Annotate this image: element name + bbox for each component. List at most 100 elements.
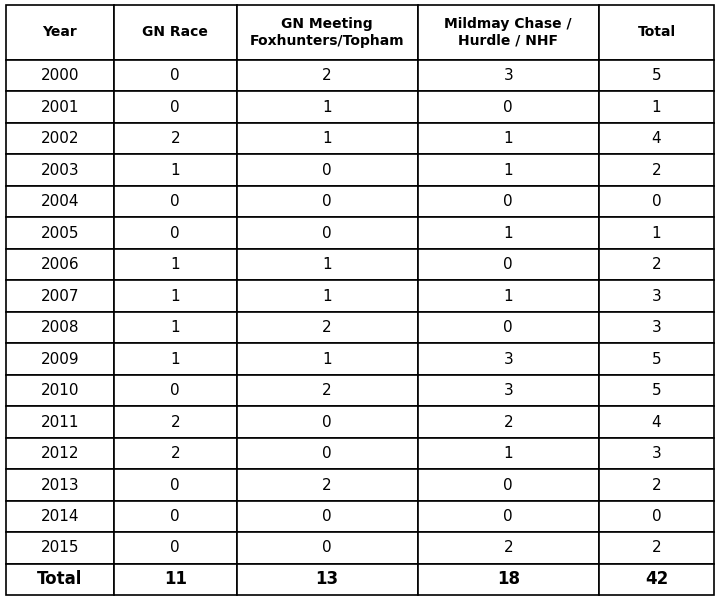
Bar — [237, 501, 418, 532]
Text: 2006: 2006 — [40, 257, 79, 272]
Text: 2001: 2001 — [40, 100, 79, 115]
Bar — [114, 375, 237, 406]
Bar — [114, 438, 237, 469]
Bar — [114, 312, 237, 343]
Text: 2: 2 — [323, 68, 332, 83]
Text: 2: 2 — [503, 541, 513, 556]
Text: 0: 0 — [652, 194, 662, 209]
Text: GN Meeting
Foxhunters/Topham: GN Meeting Foxhunters/Topham — [250, 17, 405, 47]
Text: 2008: 2008 — [40, 320, 79, 335]
Bar — [114, 406, 237, 438]
Bar — [237, 186, 418, 217]
Text: 0: 0 — [323, 446, 332, 461]
Text: 0: 0 — [171, 226, 180, 241]
Bar — [6, 5, 114, 60]
Bar — [6, 501, 114, 532]
Bar — [237, 532, 418, 564]
Bar — [114, 249, 237, 280]
Text: 1: 1 — [503, 446, 513, 461]
Text: 2: 2 — [652, 478, 662, 493]
Text: 3: 3 — [503, 383, 513, 398]
Text: 2: 2 — [171, 131, 180, 146]
Text: 0: 0 — [323, 415, 332, 430]
Bar — [599, 154, 714, 186]
Bar — [237, 217, 418, 249]
Text: 0: 0 — [503, 194, 513, 209]
Text: 0: 0 — [171, 68, 180, 83]
Text: 0: 0 — [323, 163, 332, 178]
Text: 3: 3 — [652, 320, 662, 335]
Text: 0: 0 — [171, 100, 180, 115]
Text: 1: 1 — [171, 257, 180, 272]
Text: 2: 2 — [171, 446, 180, 461]
Bar — [6, 312, 114, 343]
Text: 42: 42 — [645, 571, 668, 589]
Bar — [599, 217, 714, 249]
Text: 0: 0 — [171, 478, 180, 493]
Text: 1: 1 — [323, 352, 332, 367]
Bar — [6, 469, 114, 501]
Bar — [114, 501, 237, 532]
Bar — [599, 123, 714, 154]
Text: 1: 1 — [503, 131, 513, 146]
Bar — [418, 532, 599, 564]
Bar — [114, 343, 237, 375]
Text: 0: 0 — [503, 320, 513, 335]
Text: 4: 4 — [652, 131, 662, 146]
Bar — [418, 5, 599, 60]
Bar — [237, 406, 418, 438]
Text: 2011: 2011 — [40, 415, 79, 430]
Bar — [6, 280, 114, 312]
Bar — [599, 91, 714, 123]
Bar — [114, 60, 237, 91]
Bar — [599, 469, 714, 501]
Text: 2: 2 — [323, 478, 332, 493]
Text: 5: 5 — [652, 68, 662, 83]
Text: 1: 1 — [652, 100, 662, 115]
Text: 0: 0 — [171, 541, 180, 556]
Bar — [237, 249, 418, 280]
Text: 3: 3 — [503, 68, 513, 83]
Bar — [418, 154, 599, 186]
Text: 1: 1 — [652, 226, 662, 241]
Bar — [599, 249, 714, 280]
Bar — [114, 217, 237, 249]
Text: 2005: 2005 — [40, 226, 79, 241]
Text: 0: 0 — [323, 509, 332, 524]
Bar — [599, 280, 714, 312]
Bar — [6, 154, 114, 186]
Bar — [6, 343, 114, 375]
Bar — [114, 532, 237, 564]
Text: 2002: 2002 — [40, 131, 79, 146]
Text: 4: 4 — [652, 415, 662, 430]
Text: 3: 3 — [652, 446, 662, 461]
Bar — [6, 249, 114, 280]
Text: 0: 0 — [652, 509, 662, 524]
Text: 13: 13 — [315, 571, 338, 589]
Text: 2: 2 — [503, 415, 513, 430]
Bar — [6, 564, 114, 595]
Bar — [418, 343, 599, 375]
Text: 0: 0 — [503, 509, 513, 524]
Text: 1: 1 — [503, 163, 513, 178]
Text: 1: 1 — [323, 289, 332, 304]
Text: 2004: 2004 — [40, 194, 79, 209]
Text: 1: 1 — [171, 320, 180, 335]
Bar — [599, 343, 714, 375]
Bar — [418, 249, 599, 280]
Text: 2009: 2009 — [40, 352, 79, 367]
Text: Total: Total — [637, 25, 675, 40]
Text: 2: 2 — [323, 320, 332, 335]
Bar — [599, 375, 714, 406]
Text: 1: 1 — [323, 257, 332, 272]
Text: 2: 2 — [323, 383, 332, 398]
Text: 2: 2 — [652, 257, 662, 272]
Bar — [114, 5, 237, 60]
Bar — [6, 438, 114, 469]
Bar — [418, 469, 599, 501]
Text: 1: 1 — [171, 163, 180, 178]
Text: 1: 1 — [503, 289, 513, 304]
Bar — [418, 375, 599, 406]
Text: Total: Total — [37, 571, 83, 589]
Bar — [418, 438, 599, 469]
